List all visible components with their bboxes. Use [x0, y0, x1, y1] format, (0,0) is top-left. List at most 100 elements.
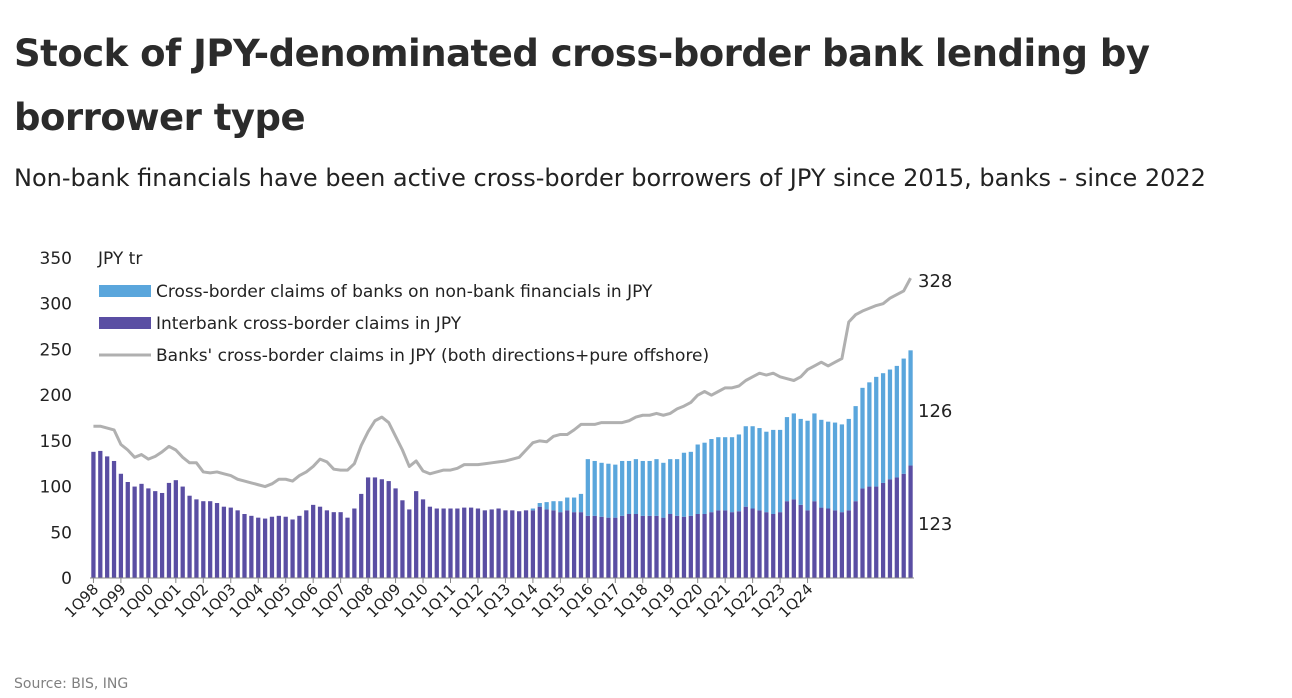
bar-interbank [159, 492, 165, 578]
bar-non-bank [805, 420, 810, 511]
bar-interbank [908, 465, 913, 578]
legend-swatch-interbank [99, 317, 151, 329]
y-tick-label: 300 [40, 295, 72, 315]
chart-title: Stock of JPY-denominated cross-border ba… [14, 32, 1150, 139]
bar-interbank [578, 512, 584, 578]
bar-non-bank [723, 437, 728, 511]
bar-non-bank [901, 358, 906, 474]
total-line-group [93, 277, 912, 489]
y-axis-unit-label: JPY tr [97, 249, 142, 269]
source-note: Source: BIS, ING [14, 676, 129, 692]
bar-non-bank [537, 503, 542, 507]
end-label-total: 328 [918, 271, 952, 292]
bar-interbank [462, 507, 467, 578]
bar-non-bank [771, 429, 776, 514]
bar-interbank [503, 510, 508, 578]
bar-non-bank [626, 460, 632, 514]
bar-interbank [173, 480, 178, 578]
bar-interbank [880, 482, 886, 578]
bar-interbank [592, 515, 597, 578]
legend-label-interbank: Interbank cross-border claims in JPY [156, 314, 462, 334]
bar-non-bank [784, 417, 790, 502]
bar-non-bank [620, 460, 625, 516]
bar-interbank [633, 514, 639, 578]
bar-interbank [269, 516, 275, 578]
y-tick-label: 150 [40, 432, 72, 452]
bar-interbank [565, 510, 570, 578]
bar-interbank [352, 508, 357, 578]
bar-interbank [757, 510, 762, 578]
bar-non-bank [565, 497, 570, 511]
bar-interbank [736, 511, 742, 578]
bar-interbank [571, 512, 577, 578]
bar-interbank [743, 506, 748, 578]
bar-interbank [256, 517, 261, 578]
bar-non-bank [839, 424, 845, 513]
bar-non-bank [908, 350, 913, 466]
bar-interbank [386, 481, 391, 578]
bar-non-bank [633, 459, 639, 514]
bar-interbank [523, 510, 529, 578]
bar-non-bank [613, 464, 618, 518]
bar-interbank [118, 473, 124, 578]
bar-interbank [812, 501, 817, 578]
bar-interbank [214, 503, 220, 578]
bar-non-bank [681, 452, 687, 517]
bar-non-bank [709, 439, 714, 513]
bar-non-bank [661, 462, 666, 518]
bar-interbank [558, 512, 563, 578]
bar-non-bank [606, 463, 611, 518]
bar-interbank [826, 508, 831, 578]
bar-interbank [716, 510, 721, 578]
bar-non-bank [640, 460, 645, 516]
bar-non-bank [880, 373, 886, 483]
bar-interbank [455, 508, 460, 578]
bar-interbank [166, 482, 172, 578]
end-label-interbank: 123 [918, 514, 952, 535]
y-tick-label: 200 [40, 386, 72, 406]
bar-interbank [331, 512, 336, 578]
legend-swatch-non-bank [99, 285, 151, 297]
bar-interbank [853, 501, 858, 578]
bar-interbank [901, 473, 906, 578]
bar-interbank [771, 514, 776, 578]
bar-interbank [668, 514, 673, 578]
bar-non-bank [571, 497, 577, 513]
x-axis-ticks: 1Q981Q991Q001Q011Q021Q031Q041Q051Q061Q07… [61, 578, 816, 621]
bar-non-bank [688, 451, 693, 516]
bar-interbank [613, 517, 618, 578]
bar-non-bank [578, 493, 584, 513]
bar-non-bank [812, 413, 817, 502]
bar-non-bank [599, 462, 604, 517]
bar-non-bank [558, 501, 563, 513]
bar-non-bank [798, 418, 803, 505]
bar-interbank [640, 515, 645, 578]
bar-non-bank [729, 437, 735, 513]
bar-interbank [146, 488, 151, 578]
bar-non-bank [750, 426, 755, 509]
legend: Cross-border claims of banks on non-bank… [99, 282, 709, 366]
bar-interbank [482, 510, 487, 578]
bar-interbank [242, 514, 247, 578]
bar-non-bank [867, 382, 872, 487]
bar-non-bank [654, 459, 659, 516]
bar-non-bank [585, 459, 590, 516]
bar-non-bank [764, 431, 769, 513]
bar-interbank [194, 499, 199, 578]
bar-interbank [132, 486, 137, 578]
bar-interbank [626, 514, 632, 578]
bar-interbank [221, 506, 227, 578]
bar-interbank [468, 507, 474, 578]
bar-non-bank [826, 421, 831, 509]
bar-interbank [777, 512, 783, 578]
chart-subtitle: Non-bank financials have been active cro… [14, 164, 1206, 192]
bar-interbank [674, 515, 680, 578]
bar-interbank [317, 506, 323, 578]
bar-interbank [647, 515, 652, 578]
bar-interbank [153, 491, 158, 578]
bar-interbank [345, 517, 350, 578]
bar-interbank [510, 510, 515, 578]
y-axis: 0 50 100 150 200 250 300 350 [40, 249, 72, 589]
end-label-non-bank: 126 [918, 401, 952, 422]
